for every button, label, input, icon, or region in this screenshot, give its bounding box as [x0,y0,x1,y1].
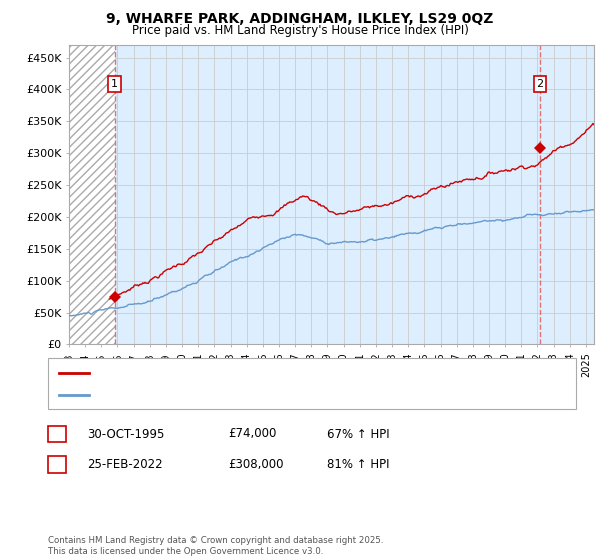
Text: 81% ↑ HPI: 81% ↑ HPI [327,458,389,472]
Text: 30-OCT-1995: 30-OCT-1995 [87,427,164,441]
Text: 1: 1 [111,79,118,88]
Text: £74,000: £74,000 [228,427,277,441]
Text: 25-FEB-2022: 25-FEB-2022 [87,458,163,472]
Text: 2: 2 [536,79,544,88]
Text: £308,000: £308,000 [228,458,284,472]
Text: 9, WHARFE PARK, ADDINGHAM, ILKLEY, LS29 0QZ (semi-detached house): 9, WHARFE PARK, ADDINGHAM, ILKLEY, LS29 … [96,367,478,377]
Text: Contains HM Land Registry data © Crown copyright and database right 2025.
This d: Contains HM Land Registry data © Crown c… [48,536,383,556]
Text: HPI: Average price, semi-detached house, Bradford: HPI: Average price, semi-detached house,… [96,390,363,400]
Bar [69,45,115,344]
Text: 9, WHARFE PARK, ADDINGHAM, ILKLEY, LS29 0QZ: 9, WHARFE PARK, ADDINGHAM, ILKLEY, LS29 … [106,12,494,26]
Text: Price paid vs. HM Land Registry's House Price Index (HPI): Price paid vs. HM Land Registry's House … [131,24,469,37]
Text: 1: 1 [53,427,61,441]
Text: 67% ↑ HPI: 67% ↑ HPI [327,427,389,441]
Text: 2: 2 [53,458,61,472]
